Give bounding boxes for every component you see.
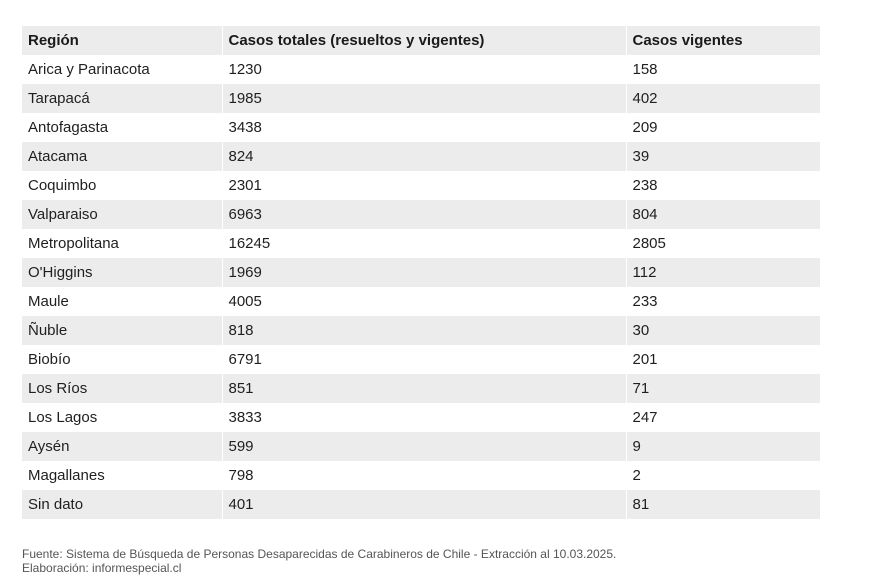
cell-region: O'Higgins [28, 264, 93, 281]
table-row: Coquimbo 2301 238 [22, 171, 820, 200]
cell-region: Antofagasta [28, 119, 109, 136]
column-header-region: Región [28, 32, 79, 49]
cell-region: Coquimbo [28, 177, 97, 194]
cell-total-cases: 401 [221, 490, 626, 519]
table-header-row: Región Casos totales (resueltos y vigent… [22, 26, 820, 55]
cell-active-cases: 112 [625, 258, 820, 287]
cell-active-cases: 9 [625, 432, 820, 461]
cell-region: Sin dato [28, 496, 84, 513]
table-row: Biobío 6791 201 [22, 345, 820, 374]
cell-total-cases: 2301 [221, 171, 626, 200]
source-footer: Fuente: Sistema de Búsqueda de Personas … [22, 547, 616, 575]
cell-active-cases: 81 [625, 490, 820, 519]
table-row: Tarapacá 1985 402 [22, 84, 820, 113]
cell-total-cases: 1230 [221, 55, 626, 84]
cell-total-cases: 6963 [221, 200, 626, 229]
cell-active-cases: 209 [625, 113, 820, 142]
cell-active-cases: 247 [625, 403, 820, 432]
table-row: Sin dato 401 81 [22, 490, 820, 519]
column-header-total-cases: Casos totales (resueltos y vigentes) [221, 26, 626, 55]
cell-region: Tarapacá [28, 90, 90, 107]
cell-total-cases: 818 [221, 316, 626, 345]
cell-active-cases: 804 [625, 200, 820, 229]
cell-total-cases: 3833 [221, 403, 626, 432]
cell-active-cases: 238 [625, 171, 820, 200]
table-row: Magallanes 798 2 [22, 461, 820, 490]
cell-region: Biobío [28, 351, 71, 368]
table-row: Maule 4005 233 [22, 287, 820, 316]
data-table-container: Región Casos totales (resueltos y vigent… [22, 26, 820, 519]
table-row: Aysén 599 9 [22, 432, 820, 461]
table-row: Ñuble 818 30 [22, 316, 820, 345]
table-row: Atacama 824 39 [22, 142, 820, 171]
cell-active-cases: 2805 [625, 229, 820, 258]
cell-total-cases: 16245 [221, 229, 626, 258]
cell-active-cases: 158 [625, 55, 820, 84]
cell-total-cases: 824 [221, 142, 626, 171]
cell-active-cases: 39 [625, 142, 820, 171]
cell-region: Valparaiso [28, 206, 98, 223]
cell-region: Arica y Parinacota [28, 61, 150, 78]
cell-region: Metropolitana [28, 235, 119, 252]
table-row: Los Ríos 851 71 [22, 374, 820, 403]
cell-region: Atacama [28, 148, 88, 165]
cell-active-cases: 2 [625, 461, 820, 490]
cell-active-cases: 201 [625, 345, 820, 374]
cell-region: Ñuble [28, 322, 68, 339]
cell-active-cases: 402 [625, 84, 820, 113]
cell-region: Maule [28, 293, 69, 310]
source-note: Fuente: Sistema de Búsqueda de Personas … [22, 547, 617, 561]
credit-note: Elaboración: informespecial.cl [22, 561, 182, 575]
cell-region: Aysén [28, 438, 70, 455]
cell-total-cases: 798 [221, 461, 626, 490]
table-row: Los Lagos 3833 247 [22, 403, 820, 432]
cell-region: Los Lagos [28, 409, 98, 426]
cell-region: Los Ríos [28, 380, 88, 397]
cases-table: Región Casos totales (resueltos y vigent… [22, 26, 820, 519]
cell-total-cases: 599 [221, 432, 626, 461]
cell-total-cases: 6791 [221, 345, 626, 374]
cell-total-cases: 851 [221, 374, 626, 403]
table-body: Arica y Parinacota 1230 158 Tarapacá 1985 402… [22, 55, 820, 519]
cell-region: Magallanes [28, 467, 105, 484]
cell-active-cases: 233 [625, 287, 820, 316]
table-row: Arica y Parinacota 1230 158 [22, 55, 820, 84]
cell-total-cases: 1969 [221, 258, 626, 287]
table-row: Antofagasta 3438 209 [22, 113, 820, 142]
cell-total-cases: 3438 [221, 113, 626, 142]
cell-total-cases: 4005 [221, 287, 626, 316]
cell-active-cases: 30 [625, 316, 820, 345]
table-row: Valparaiso 6963 804 [22, 200, 820, 229]
table-row: Metropolitana 16245 2805 [22, 229, 820, 258]
cell-total-cases: 1985 [221, 84, 626, 113]
table-row: O'Higgins 1969 112 [22, 258, 820, 287]
cell-active-cases: 71 [625, 374, 820, 403]
column-header-active-cases: Casos vigentes [625, 26, 820, 55]
